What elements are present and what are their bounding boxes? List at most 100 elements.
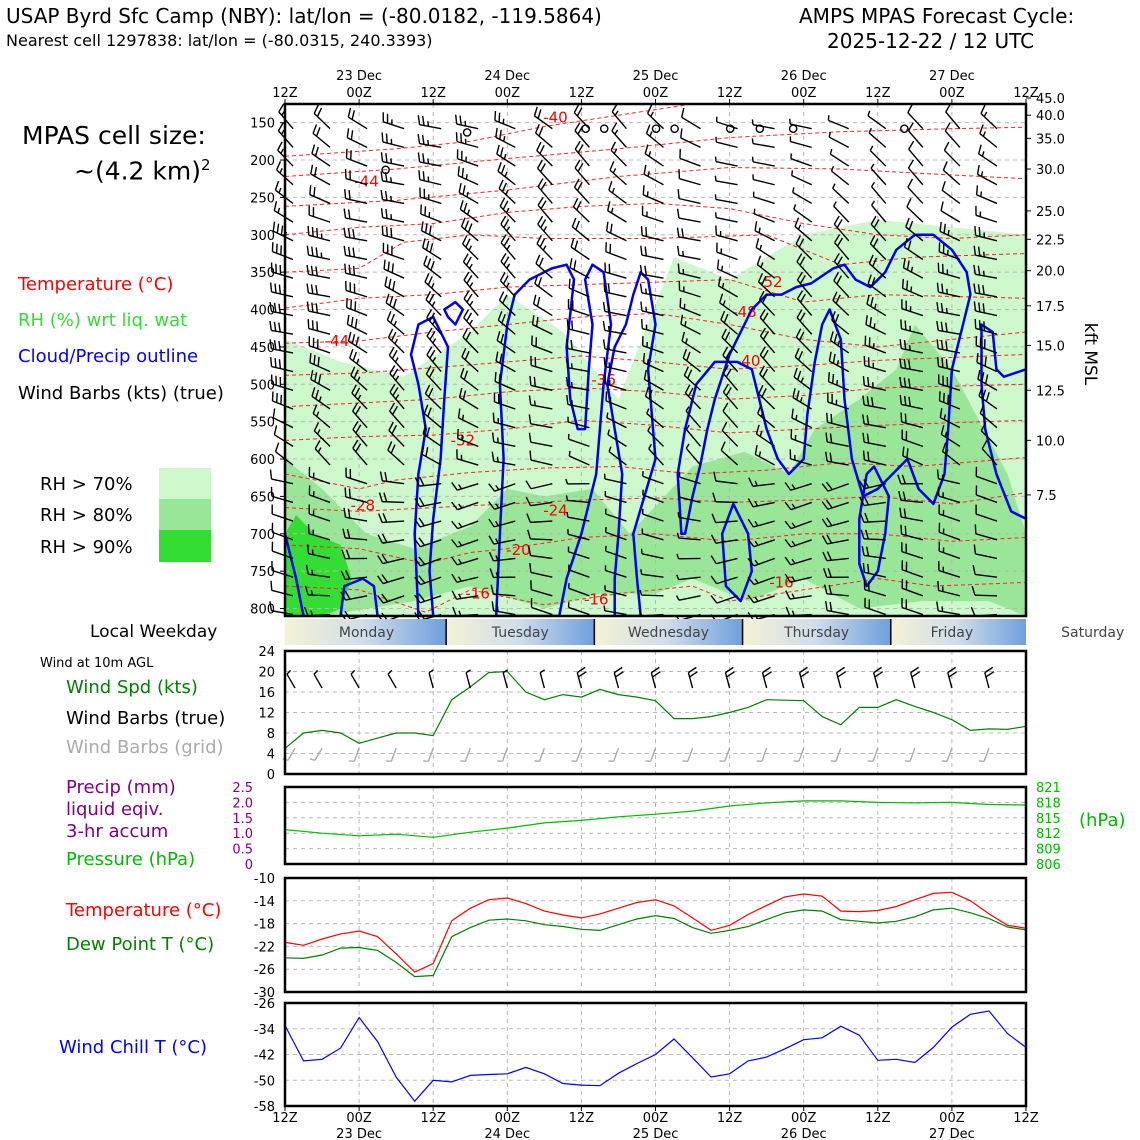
barb-flag (465, 238, 471, 248)
barb-half (495, 555, 499, 561)
bottom-time-hour: 12Z (1013, 1111, 1039, 1126)
wind-barb-upper (936, 320, 961, 335)
barb-staff (456, 576, 479, 583)
wind-barb-upper (936, 282, 961, 298)
barb-flag (866, 396, 870, 406)
barb-staff (752, 501, 775, 508)
barb-flag (462, 185, 466, 195)
temperature-label: -28 (351, 496, 376, 514)
barb-staff (905, 226, 924, 242)
barb-half (980, 171, 984, 177)
barb-half (676, 553, 680, 560)
wind-barb-upper (493, 392, 516, 410)
wind-barb-upper (980, 422, 998, 447)
barb-half (496, 589, 499, 595)
wind-barb-upper (796, 271, 813, 298)
wind-barb-10m-true (872, 666, 884, 689)
barb-flag (834, 314, 840, 324)
barb-staff (531, 344, 553, 354)
barb-half (533, 400, 536, 406)
wind-barb-upper (603, 605, 627, 616)
wind-barb-upper (306, 245, 331, 261)
barb-flag (725, 350, 732, 359)
barb-staff (271, 348, 294, 354)
wind-barb-upper (785, 590, 812, 600)
top-time-hour: 12Z (865, 86, 891, 101)
wind-barb-upper (602, 339, 627, 354)
barb-flag (306, 245, 310, 256)
barb-flag (500, 252, 507, 262)
wind-barb-upper (833, 272, 850, 298)
barb-staff (420, 557, 442, 567)
barb-staff (715, 520, 738, 524)
barb-staff (606, 417, 627, 429)
barb-flag (316, 321, 319, 331)
barb-flag (834, 234, 841, 244)
barb-staff (753, 557, 775, 567)
barb-flag (313, 354, 316, 365)
barb-flag (908, 396, 911, 407)
barb-half (754, 480, 758, 487)
wind-barb-upper (683, 366, 702, 391)
wind-barb-upper (789, 136, 812, 149)
cell-size-value: ~(4.2 km)2 (74, 156, 211, 185)
barb-flag (426, 258, 432, 268)
wind-barb-upper (864, 597, 887, 616)
wind-barb-upper (975, 466, 998, 485)
barb-flag (688, 666, 697, 674)
barb-flag (389, 365, 396, 374)
barb-half (469, 282, 474, 288)
barb-staff (611, 130, 627, 148)
barb-flag (500, 215, 507, 225)
calm-circle (788, 124, 798, 133)
barb-staff (685, 447, 702, 466)
barb-staff (718, 285, 738, 298)
wind-barb-upper (340, 590, 368, 601)
wind-barb-upper (343, 507, 368, 522)
barb-flag (462, 253, 469, 263)
barb-staff (347, 137, 368, 149)
barb-staff (835, 747, 842, 762)
barb-flag (424, 273, 430, 283)
barb-staff (938, 271, 961, 279)
barb-flag (759, 309, 766, 318)
wind-barb-upper (677, 245, 701, 261)
precip-ytick: 0.5 (232, 843, 253, 858)
wind-barb-upper (377, 513, 405, 524)
barb-staff (938, 495, 961, 504)
barb-staff (867, 115, 887, 130)
wind-barb-upper (795, 235, 813, 260)
wind-barb-upper (648, 443, 665, 466)
barb-staff (499, 299, 516, 317)
barb-flag (383, 492, 388, 502)
wind-barb-upper (821, 517, 849, 528)
wind-barb-upper (566, 339, 590, 354)
barb-flag (354, 301, 357, 311)
barb-flag (861, 545, 865, 556)
barb-staff (613, 672, 620, 689)
wind-barb-upper (823, 584, 849, 597)
wind-barb-upper (821, 481, 849, 492)
barb-flag (314, 146, 319, 157)
wind-barb-upper (349, 348, 368, 373)
cloud-outline (858, 465, 891, 588)
wind-barb-upper (414, 497, 442, 508)
barb-staff (910, 672, 916, 689)
barb-flag (821, 518, 829, 528)
barb-flag (351, 110, 356, 120)
barb-half (639, 589, 643, 596)
barb-half (754, 500, 759, 507)
wind-barb-upper (860, 529, 886, 541)
barb-flag (571, 217, 577, 228)
barb-flag (491, 432, 495, 442)
barb-staff (530, 384, 553, 391)
wind-barb-upper (862, 375, 886, 391)
barb-half (685, 338, 688, 344)
barb-staff (530, 404, 553, 410)
barb-staff (828, 380, 850, 391)
barb-flag (836, 219, 843, 228)
barb-staff (421, 453, 442, 466)
wind-barb-10m-grid (756, 747, 768, 762)
barb-flag (315, 266, 318, 276)
barb-half (427, 121, 430, 127)
